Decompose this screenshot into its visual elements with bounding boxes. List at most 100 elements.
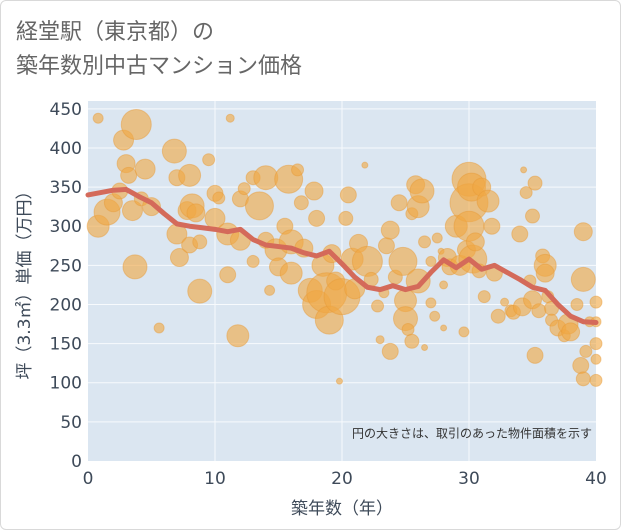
bubble	[120, 166, 138, 184]
y-tick-label: 200	[50, 295, 82, 315]
y-tick-label: 150	[50, 335, 82, 355]
bubble	[212, 191, 226, 205]
bubble	[92, 112, 104, 124]
y-tick-label: 400	[50, 139, 82, 159]
bubble	[202, 153, 216, 167]
y-tick-label: 300	[50, 217, 82, 237]
bubble	[425, 297, 437, 309]
bubble	[226, 324, 250, 348]
bubble	[339, 186, 357, 204]
bubble	[121, 200, 143, 222]
bubble	[375, 335, 385, 345]
bubble	[381, 342, 399, 360]
bubble	[304, 181, 324, 201]
y-tick-label: 100	[50, 374, 82, 394]
bubble	[335, 377, 343, 385]
bubble	[579, 344, 593, 358]
bubble	[458, 326, 470, 338]
bubble	[589, 373, 603, 387]
bubble	[219, 266, 237, 284]
grid-lines	[88, 101, 596, 461]
bubble	[483, 217, 501, 235]
trend-line	[85, 186, 599, 325]
x-tick-label: 10	[204, 469, 226, 489]
bubble	[575, 371, 591, 387]
bubble	[351, 245, 383, 277]
bubble	[361, 161, 369, 169]
bubble	[439, 280, 449, 290]
chart-title: 経堂駅（東京都）の 築年数別中古マンション価格	[16, 16, 302, 84]
bubble	[153, 322, 165, 334]
bubble	[308, 209, 326, 227]
y-tick-label: 0	[71, 452, 82, 472]
bubble	[279, 261, 303, 285]
bubble	[429, 310, 441, 322]
bubble	[178, 163, 202, 187]
bubble	[526, 346, 544, 364]
y-tick-label: 50	[60, 413, 82, 433]
bubble	[525, 208, 540, 224]
bubble	[477, 290, 491, 304]
x-tick-label: 0	[83, 469, 94, 489]
bubble	[246, 254, 260, 268]
bubble	[590, 353, 602, 365]
bubble	[500, 297, 510, 307]
bubble	[404, 333, 420, 349]
bubble	[293, 195, 309, 211]
x-tick-label: 40	[585, 469, 607, 489]
bubble	[425, 255, 437, 267]
x-axis-label: 築年数（年）	[291, 499, 393, 519]
bubble	[237, 182, 251, 196]
bubble	[401, 323, 415, 337]
bubble	[465, 232, 485, 252]
bubble	[573, 222, 593, 242]
bubble	[161, 138, 187, 164]
bubble	[589, 295, 603, 309]
bubble	[476, 189, 500, 213]
y-axis-ticks: 0 50 100 150 200 250 300 350 400 450	[50, 100, 82, 472]
size-annotation: 円の大きさは、取引のあった物件面積を示す	[352, 426, 592, 441]
bubble	[291, 163, 305, 177]
bubble	[134, 158, 156, 180]
y-axis-label: 坪（3.3㎡）単価（万円）	[15, 182, 35, 379]
bubble	[527, 175, 543, 191]
y-tick-label: 450	[50, 100, 82, 120]
bubble	[169, 248, 189, 268]
bubble	[519, 186, 533, 200]
bubble	[225, 113, 235, 123]
bubble	[186, 203, 206, 223]
bubble	[440, 324, 448, 332]
chart-title-line-1: 経堂駅（東京都）の	[16, 20, 215, 45]
bubble	[431, 232, 443, 244]
x-tick-label: 20	[331, 469, 353, 489]
bubble	[192, 234, 208, 250]
bubble	[570, 297, 584, 311]
bubble	[421, 344, 429, 352]
bubble	[380, 220, 400, 240]
x-tick-label: 30	[458, 469, 480, 489]
y-tick-label: 250	[50, 256, 82, 276]
bubble	[561, 322, 581, 342]
bubble	[390, 194, 408, 212]
bubble	[244, 191, 274, 221]
bubble	[409, 178, 435, 204]
bubble	[535, 263, 555, 283]
bubble	[388, 246, 418, 276]
bubble	[531, 303, 547, 319]
bubble	[122, 254, 148, 280]
bubble	[418, 235, 432, 249]
bubble	[187, 278, 213, 304]
bubble	[120, 108, 152, 140]
bubble	[377, 237, 395, 255]
bubble	[570, 266, 596, 292]
chart-title-line-2: 築年数別中古マンション価格	[16, 54, 303, 79]
bubble	[520, 166, 528, 174]
bubble	[371, 299, 385, 313]
bubble	[253, 165, 279, 191]
bubble	[490, 308, 506, 324]
bubbles-layer	[86, 108, 603, 387]
bubble	[511, 225, 529, 243]
bubble	[264, 284, 276, 296]
bubble	[338, 210, 354, 226]
